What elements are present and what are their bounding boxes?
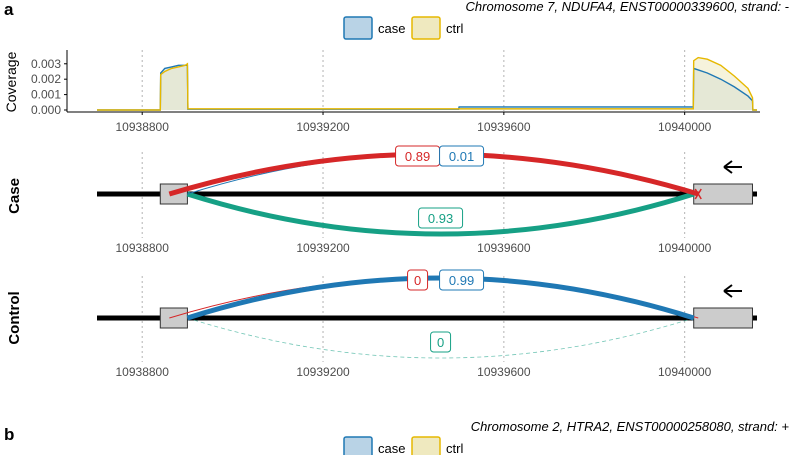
legend-b: case ctrl	[343, 436, 463, 455]
control-track: Control 0 0.99 0 10938800 10939200 10939600 10…	[6, 269, 757, 379]
case-psi-alt-box	[439, 145, 485, 167]
track-x-tick-label: 10939600	[477, 365, 531, 379]
legend-case-label: case	[378, 21, 405, 36]
track-x-tick-label: 10938800	[116, 241, 170, 255]
case-track: Case 0.89 0.01 0.93 10938800 10939200 1093960…	[6, 145, 757, 255]
case-track-label: Case	[6, 178, 23, 214]
track-x-tick-label: 10938800	[116, 365, 170, 379]
control-psi-skipping-label: 0	[437, 335, 444, 350]
coverage-gridlines	[141, 50, 686, 111]
arrow-left-icon	[723, 160, 742, 174]
coverage-y-tick-label: 0.001	[31, 88, 61, 102]
coverage-x-tick-label: 10939600	[477, 120, 531, 134]
coverage-x-tick-label: 10940000	[658, 120, 712, 134]
control-psi-inclusion-label: 0	[414, 273, 421, 288]
coverage-x-ticks: 10938800 10939200 10939600 10940000	[116, 112, 712, 134]
control-psi-skipping-box	[430, 331, 452, 353]
coverage-area-case	[97, 65, 757, 110]
control-psi-alt-label: 0.99	[449, 273, 474, 288]
case-psi-skipping-box	[418, 207, 464, 229]
legend-b-ctrl-label: ctrl	[446, 441, 463, 455]
coverage-areas	[97, 56, 757, 111]
arrow-left-icon	[723, 284, 742, 298]
panel-a-subtitle: Chromosome 7, NDUFA4, ENST00000339600, s…	[466, 0, 790, 14]
exon-block	[159, 307, 188, 329]
legend-b-ctrl-key	[411, 436, 441, 455]
junction-arc-skipping	[186, 191, 695, 237]
panel-b-letter: b	[4, 425, 14, 444]
coverage-y-label: Coverage	[3, 51, 19, 112]
legend-b-case-key	[343, 436, 373, 455]
track-x-tick-label: 10940000	[658, 365, 712, 379]
exon-block	[693, 307, 753, 329]
control-psi-inclusion-box	[407, 269, 429, 291]
track-x-tick-label: 10939600	[477, 241, 531, 255]
panel-b-subtitle: Chromosome 2, HTRA2, ENST00000258080, st…	[471, 419, 790, 434]
panel-a-letter: a	[4, 0, 14, 19]
coverage-area-ctrl	[97, 57, 757, 110]
coverage-x-tick-label: 10939200	[296, 120, 350, 134]
track-x-tick-label: 10939200	[296, 365, 350, 379]
legend-ctrl-key	[411, 16, 441, 40]
coverage-y-tick-label: 0.000	[31, 103, 61, 117]
junction-end-mark	[694, 188, 702, 200]
case-psi-skipping-label: 0.93	[428, 211, 453, 226]
coverage-y-tick-label: 0.003	[31, 57, 61, 71]
legend-case-key	[343, 16, 373, 40]
case-psi-alt-label: 0.01	[449, 149, 474, 164]
legend-ctrl-label: ctrl	[446, 21, 463, 36]
case-psi-inclusion-label: 0.89	[405, 149, 430, 164]
control-track-label: Control	[6, 291, 23, 344]
exon-block	[693, 183, 753, 205]
coverage-x-tick-label: 10938800	[116, 120, 170, 134]
junction-arc-skipping	[187, 317, 694, 359]
coverage-line-case	[97, 64, 757, 111]
legend-a: case ctrl	[343, 16, 463, 40]
coverage-line-ctrl	[97, 56, 757, 111]
legend-b-case-label: case	[378, 441, 405, 455]
coverage-y-tick-label: 0.002	[31, 72, 61, 86]
track-x-tick-label: 10940000	[658, 241, 712, 255]
control-psi-alt-box	[439, 269, 485, 291]
track-x-tick-label: 10939200	[296, 241, 350, 255]
